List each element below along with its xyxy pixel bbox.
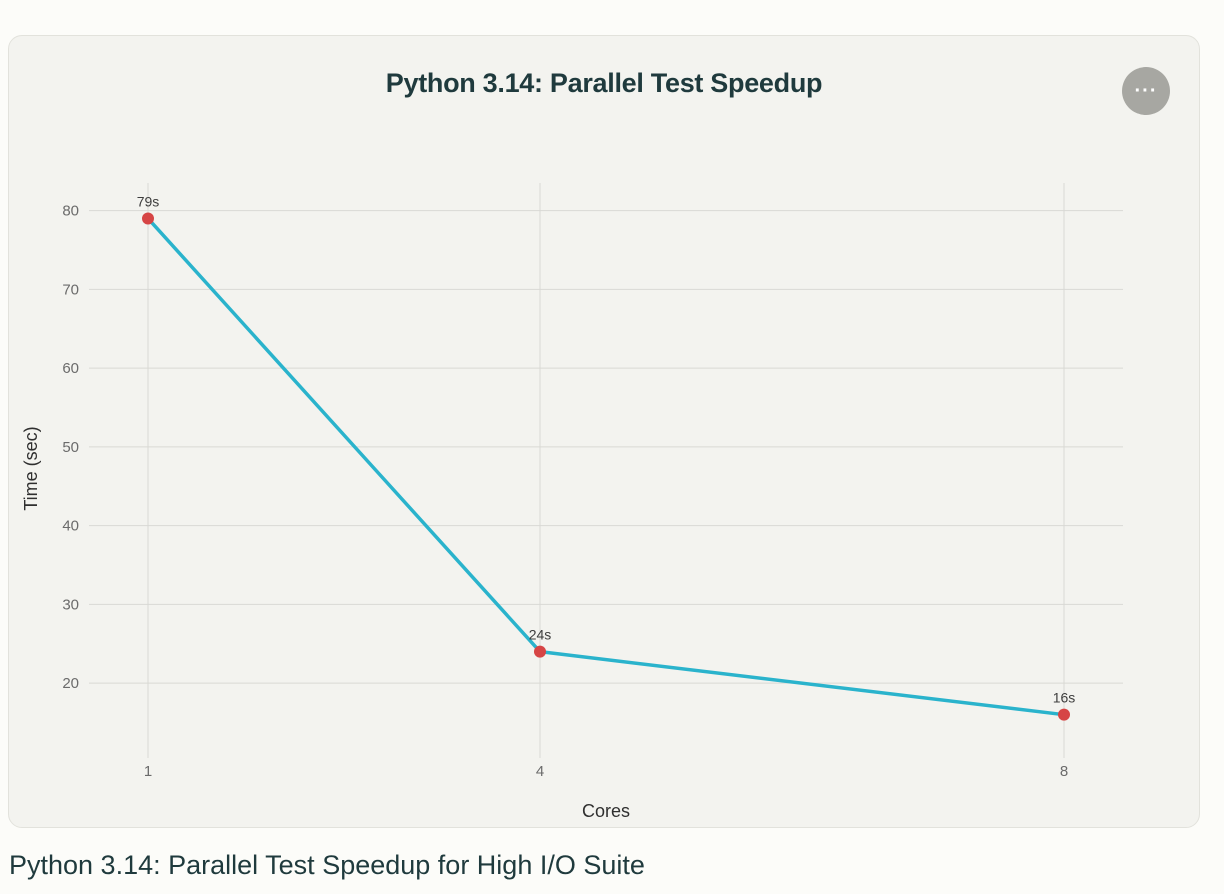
x-tick-label: 4 bbox=[536, 763, 544, 780]
chart-caption: Python 3.14: Parallel Test Speedup for H… bbox=[9, 850, 645, 880]
y-tick-label: 60 bbox=[62, 360, 79, 377]
x-tick-label: 1 bbox=[144, 763, 152, 780]
data-label: 24s bbox=[529, 627, 552, 643]
y-tick-label: 30 bbox=[62, 596, 79, 613]
x-axis-title: Cores bbox=[582, 801, 630, 821]
y-tick-label: 70 bbox=[62, 281, 79, 298]
chart-title: Python 3.14: Parallel Test Speedup bbox=[385, 68, 823, 98]
y-tick-label: 20 bbox=[62, 675, 79, 692]
chart-card: Python 3.14: Parallel Test Speedup ··· 2… bbox=[8, 35, 1200, 828]
data-point bbox=[534, 645, 546, 658]
data-label: 16s bbox=[1053, 690, 1076, 706]
x-tick-label: 8 bbox=[1060, 763, 1068, 780]
data-point bbox=[1058, 708, 1070, 721]
y-tick-label: 40 bbox=[62, 518, 79, 535]
y-tick-label: 50 bbox=[62, 439, 79, 456]
y-tick-label: 80 bbox=[62, 203, 79, 220]
more-horizontal-icon: ··· bbox=[1134, 80, 1158, 102]
y-axis-title: Time (sec) bbox=[21, 426, 41, 510]
series-line bbox=[146, 216, 1066, 717]
data-point bbox=[142, 212, 154, 225]
more-options-button[interactable]: ··· bbox=[1122, 67, 1170, 115]
data-label: 79s bbox=[137, 193, 160, 209]
line-chart: 20 30 40 50 60 70 80 1 4 8 Cores Time (sec) 79s 24s 16… bbox=[21, 183, 1123, 821]
